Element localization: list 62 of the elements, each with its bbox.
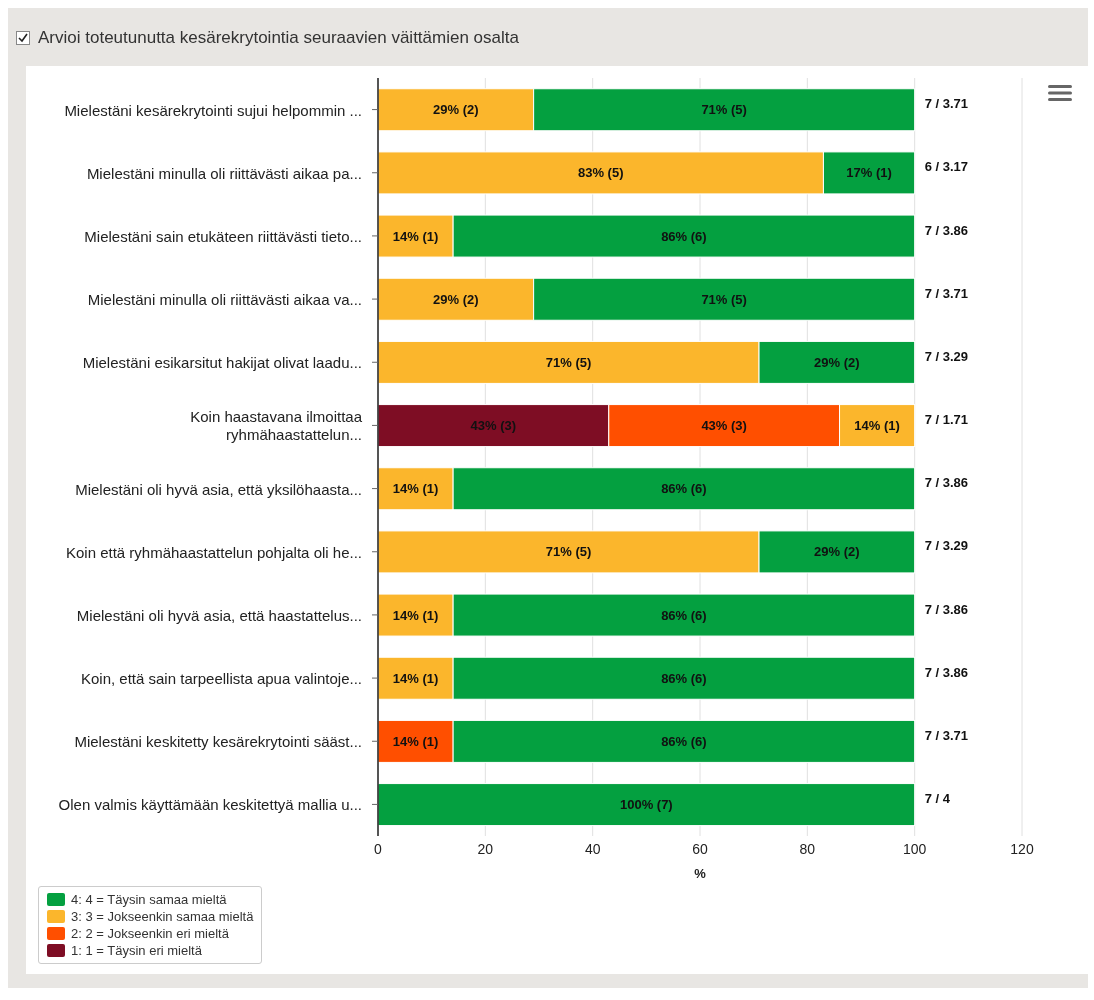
data-label: 14% (1) xyxy=(854,418,900,434)
y-tick-label: Koin että ryhmähaastattelun pohjalta oli he... xyxy=(65,543,362,561)
x-tick-label: 120 xyxy=(1010,840,1034,857)
y-tick-label: Mielestäni kesärekrytointi sujui helpommin ... xyxy=(64,101,362,119)
data-label: 100% (7) xyxy=(619,797,673,813)
annotation: 7 / 3.71 xyxy=(924,285,969,301)
data-label: 71% (5) xyxy=(545,354,592,370)
legend-label: 1: 1 = Täysin eri mieltä xyxy=(71,942,202,959)
legend-label: 3: 3 = Jokseenkin samaa mieltä xyxy=(71,908,254,925)
y-tick-label: Koin, että sain tarpeellista apua valintoje... xyxy=(80,669,362,687)
y-tick-label: Koin haastavana ilmoittaa ryhmähaastattelun... xyxy=(190,407,363,443)
data-label: 86% (6) xyxy=(661,733,707,749)
data-label: 14% (1) xyxy=(392,670,439,686)
data-label: 29% (2) xyxy=(433,291,479,307)
annotation: 7 / 4 xyxy=(924,791,951,807)
y-tick-label: Olen valmis käyttämään keskitettyä mallia u... xyxy=(58,795,362,813)
annotation: 6 / 3.17 xyxy=(924,159,969,175)
chart-title: Arvioi toteutunutta kesärekrytointia seuraavien väittämien osalta xyxy=(38,28,519,48)
data-label: 29% (2) xyxy=(814,354,860,370)
y-tick-label: Mielestäni sain etukäteen riittävästi tieto... xyxy=(84,227,362,245)
x-tick-label: 0 xyxy=(374,840,383,857)
y-tick-label: Mielestäni minulla oli riittävästi aikaa pa... xyxy=(86,164,362,182)
annotation: 7 / 1.71 xyxy=(924,412,969,428)
annotation: 7 / 3.86 xyxy=(924,222,969,238)
data-label: 71% (5) xyxy=(701,102,747,118)
data-label: 86% (6) xyxy=(661,228,707,244)
y-tick-label: Mielestäni esikarsitut hakijat olivat laadu... xyxy=(82,353,362,371)
annotation: 7 / 3.29 xyxy=(924,538,969,554)
x-tick-label: 100 xyxy=(902,840,927,857)
annotation: 7 / 3.86 xyxy=(924,475,969,491)
legend-label: 2: 2 = Jokseenkin eri mieltä xyxy=(71,925,229,942)
x-axis-title: % xyxy=(694,866,707,881)
annotation: 7 / 3.29 xyxy=(924,348,969,364)
data-label: 43% (3) xyxy=(470,418,517,434)
legend-label: 4: 4 = Täysin samaa mieltä xyxy=(71,891,227,908)
data-label: 14% (1) xyxy=(392,733,439,749)
data-label: 86% (6) xyxy=(661,607,707,623)
data-label: 29% (2) xyxy=(433,102,479,118)
data-label: 29% (2) xyxy=(814,544,860,560)
y-tick-label: Mielestäni oli hyvä asia, että haastattelus... xyxy=(76,606,362,624)
x-tick-label: 40 xyxy=(584,840,601,857)
annotation: 7 / 3.71 xyxy=(924,96,969,112)
x-tick-label: 60 xyxy=(692,840,708,857)
x-tick-label: 80 xyxy=(799,840,816,857)
data-label: 14% (1) xyxy=(392,607,439,623)
data-label: 86% (6) xyxy=(661,670,707,686)
y-tick-label: Mielestäni oli hyvä asia, että yksilöhaasta... xyxy=(75,480,362,498)
bar xyxy=(378,783,916,827)
x-tick-label: 20 xyxy=(477,840,494,857)
data-label: 43% (3) xyxy=(701,418,747,434)
data-label: 14% (1) xyxy=(392,481,439,497)
data-label: 71% (5) xyxy=(545,544,592,560)
y-tick-label: Mielestäni keskitetty kesärekrytointi sääst... xyxy=(74,732,362,750)
data-label: 17% (1) xyxy=(846,165,892,181)
data-label: 14% (1) xyxy=(392,228,439,244)
data-label: 71% (5) xyxy=(701,291,747,307)
data-label: 83% (5) xyxy=(577,165,624,181)
data-label: 86% (6) xyxy=(661,481,707,497)
annotation: 7 / 3.71 xyxy=(924,727,969,743)
annotation: 7 / 3.86 xyxy=(924,601,969,617)
y-tick-label: Mielestäni minulla oli riittävästi aikaa va... xyxy=(87,290,362,308)
annotation: 7 / 3.86 xyxy=(924,664,969,680)
